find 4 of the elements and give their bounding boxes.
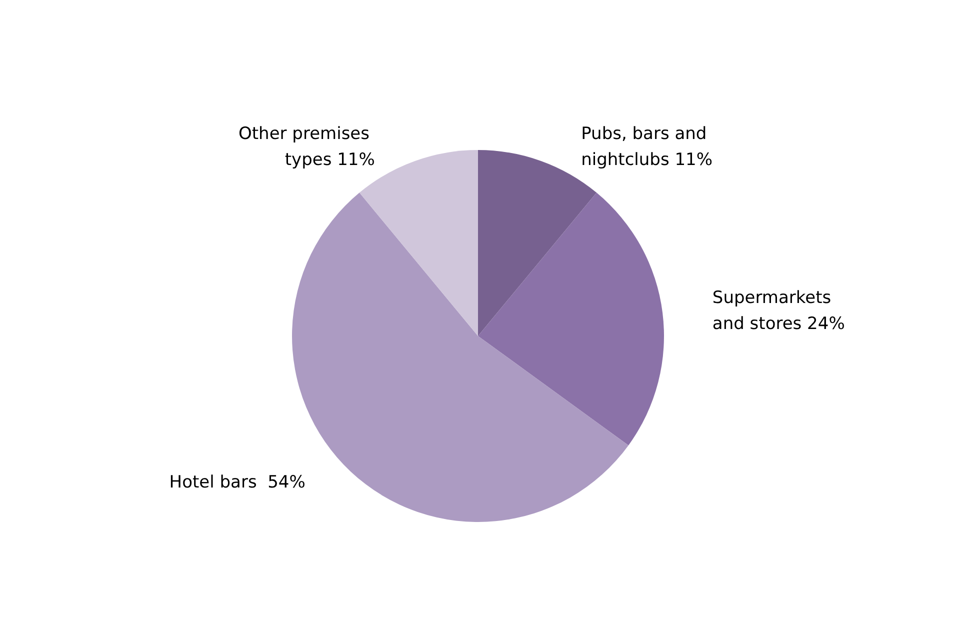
slice-label: Supermarkets and stores 24% [712,288,845,334]
slice-label: Pubs, bars and nightclubs 11% [581,124,713,170]
slice-label: Other premises types 11% [238,124,375,170]
slice-label: Hotel bars 54% [169,472,306,493]
